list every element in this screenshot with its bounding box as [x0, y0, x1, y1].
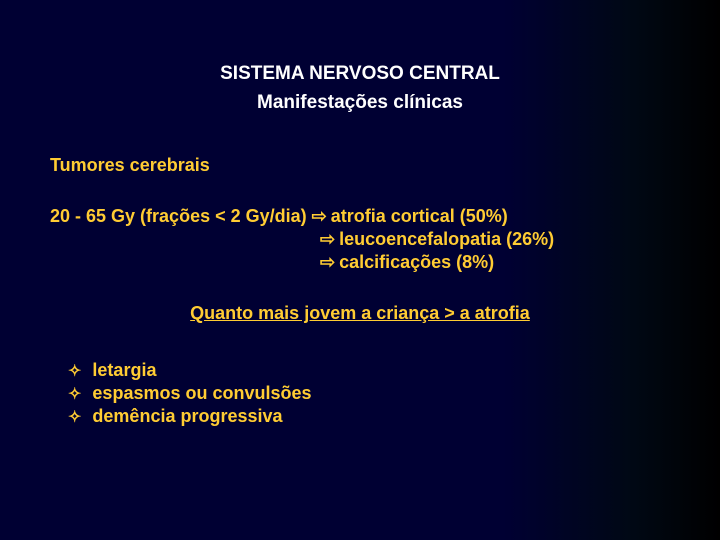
arrow-icon: ⇨: [320, 252, 335, 273]
symptoms-list: ✧ letargia ✧ espasmos ou convulsões ✧ de…: [50, 360, 670, 427]
symptom-3: demência progressiva: [92, 406, 282, 426]
dose-prefix: 20 - 65 Gy (frações < 2 Gy/dia): [50, 206, 307, 227]
arrow-icon: ⇨: [320, 229, 335, 250]
dose-line-1: 20 - 65 Gy (frações < 2 Gy/dia) ⇨ atrofi…: [50, 206, 670, 227]
list-item: ✧ letargia: [68, 360, 670, 381]
outcome-3: calcificações (8%): [339, 252, 494, 273]
dose-line-3: ⇨ calcificações (8%): [50, 252, 670, 273]
bullet-icon: ✧: [68, 409, 81, 426]
list-item: ✧ espasmos ou convulsões: [68, 383, 670, 404]
slide-container: SISTEMA NERVOSO CENTRAL Manifestações cl…: [0, 0, 720, 540]
slide-title: SISTEMA NERVOSO CENTRAL Manifestações cl…: [50, 60, 670, 117]
outcome-1: atrofia cortical (50%): [331, 206, 508, 227]
bullet-icon: ✧: [68, 363, 81, 380]
symptom-1: letargia: [92, 360, 156, 380]
emphasis-line: Quanto mais jovem a criança > a atrofia: [50, 303, 670, 324]
dose-block: 20 - 65 Gy (frações < 2 Gy/dia) ⇨ atrofi…: [50, 206, 670, 273]
bullet-icon: ✧: [68, 386, 81, 403]
title-line-1: SISTEMA NERVOSO CENTRAL: [50, 60, 670, 89]
dose-line-2: ⇨ leucoencefalopatia (26%): [50, 229, 670, 250]
section-heading: Tumores cerebrais: [50, 155, 670, 176]
title-line-2: Manifestações clínicas: [50, 89, 670, 118]
list-item: ✧ demência progressiva: [68, 406, 670, 427]
arrow-icon: ⇨: [312, 206, 327, 227]
outcome-2: leucoencefalopatia (26%): [339, 229, 554, 250]
symptom-2: espasmos ou convulsões: [92, 383, 311, 403]
